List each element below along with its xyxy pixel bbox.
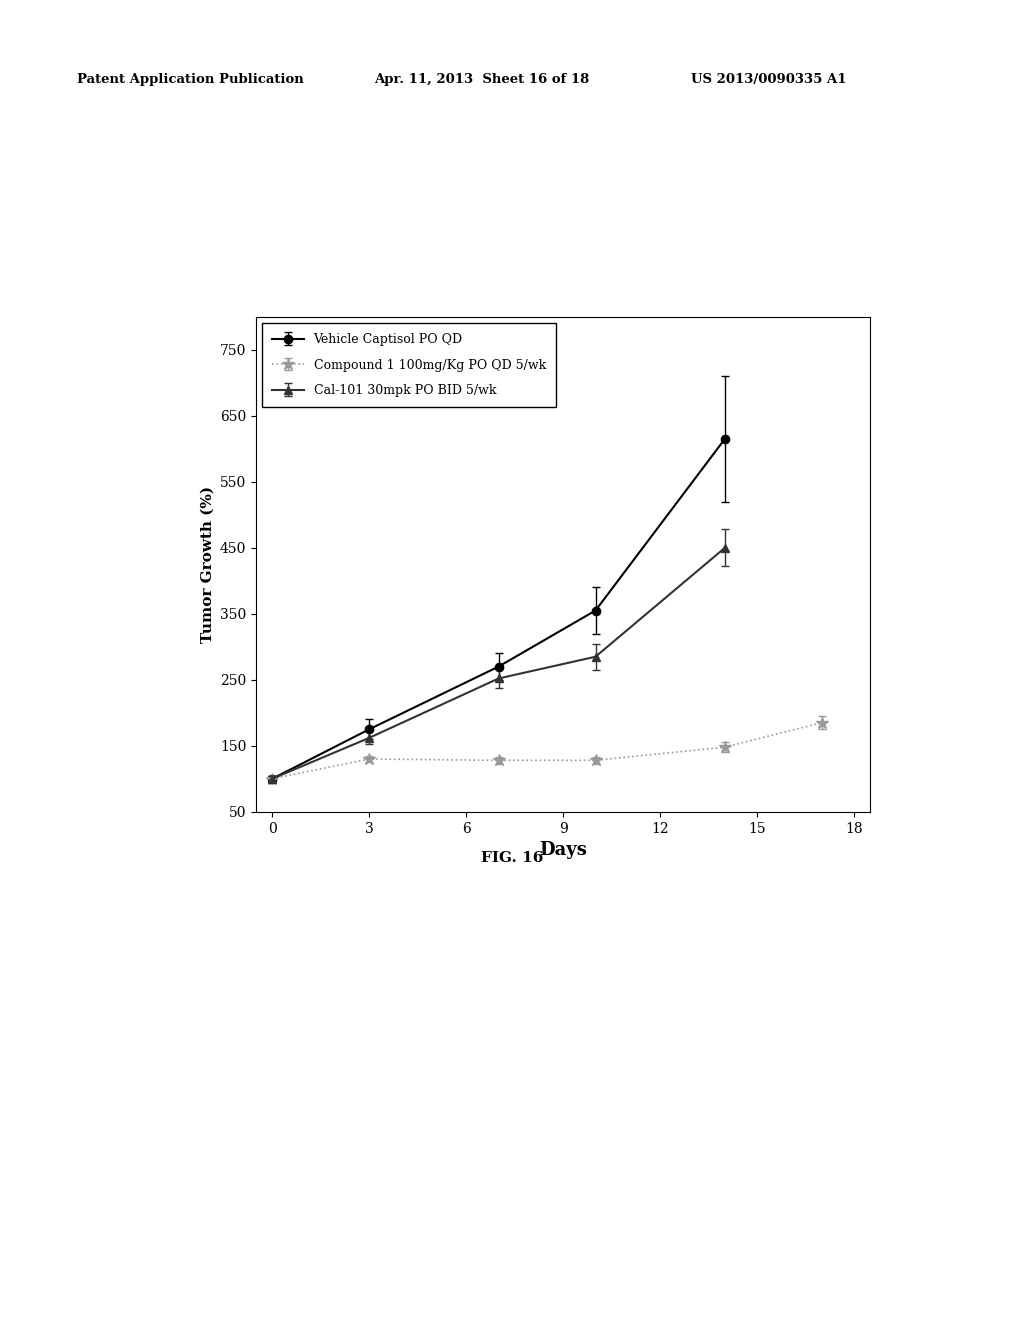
X-axis label: Days: Days <box>540 841 587 859</box>
Text: FIG. 16: FIG. 16 <box>481 851 543 866</box>
Text: Apr. 11, 2013  Sheet 16 of 18: Apr. 11, 2013 Sheet 16 of 18 <box>374 73 589 86</box>
Text: US 2013/0090335 A1: US 2013/0090335 A1 <box>691 73 847 86</box>
Legend: Vehicle Captisol PO QD, Compound 1 100mg/Kg PO QD 5/wk, Cal-101 30mpk PO BID 5/w: Vehicle Captisol PO QD, Compound 1 100mg… <box>262 323 556 407</box>
Text: Patent Application Publication: Patent Application Publication <box>77 73 303 86</box>
Y-axis label: Tumor Growth (%): Tumor Growth (%) <box>201 486 214 643</box>
